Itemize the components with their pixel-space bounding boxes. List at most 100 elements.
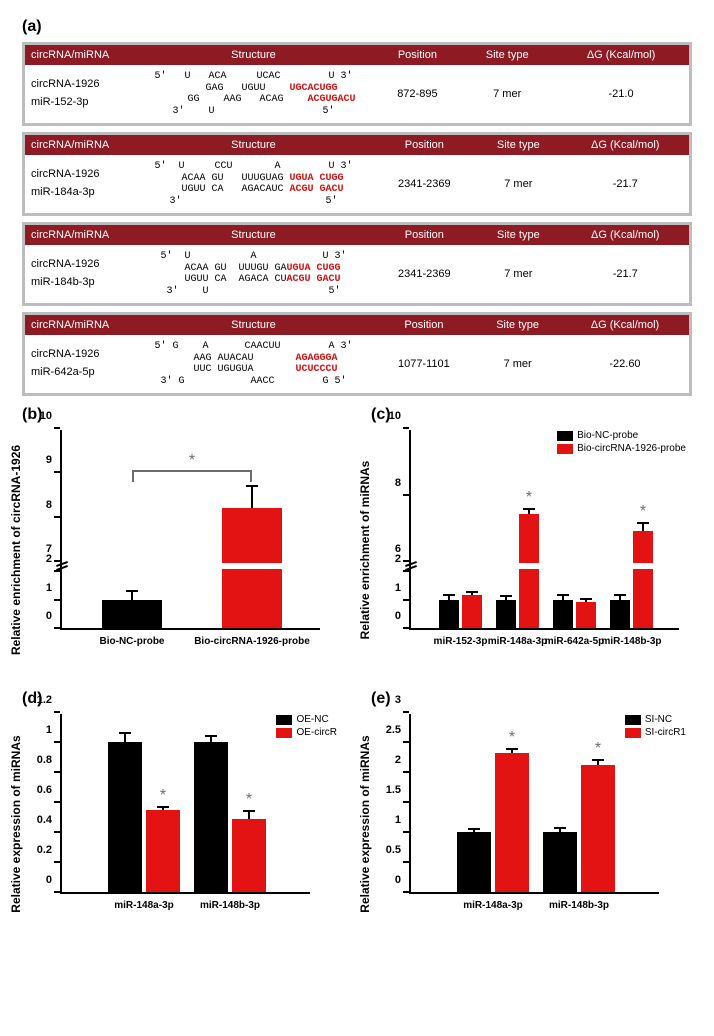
table-header: Structure [134, 44, 374, 66]
significance-star: * [189, 452, 195, 470]
ytick-label: 1.5 [381, 784, 401, 796]
xtick-label: miR-148b-3p [601, 636, 661, 647]
legend-swatch [276, 715, 292, 725]
binding-table: circRNA/miRNAStructurePositionSite typeΔ… [22, 222, 692, 306]
circrna-mirna-names: circRNA-1926miR-152-3p [24, 65, 134, 125]
panel-c-label: (c) [371, 406, 692, 424]
bar [102, 600, 162, 629]
y-axis-title: Relative enrichment of circRNA-1926 [9, 445, 23, 655]
panel-e-label: (e) [371, 690, 692, 708]
table-header: circRNA/miRNA [24, 314, 134, 336]
ytick-label: 0.4 [32, 814, 52, 826]
position-cell: 1077-1101 [374, 335, 475, 395]
panel-d-label: (d) [22, 690, 343, 708]
table-header: ΔG (Kcal/mol) [561, 134, 690, 156]
bar [462, 595, 482, 628]
ytick-label: 0.2 [32, 844, 52, 856]
ytick-label: 0.6 [32, 784, 52, 796]
table-header: Structure [134, 314, 374, 336]
table-header: Position [374, 134, 476, 156]
legend: OE-NCOE-circR [276, 714, 337, 740]
ytick-label: 1.2 [32, 694, 52, 706]
panel-a-label: (a) [22, 18, 692, 36]
significance-star: * [509, 729, 515, 747]
ytick-label: 6 [381, 543, 401, 555]
significance-star: * [640, 503, 646, 521]
legend-swatch [625, 715, 641, 725]
ytick-label: 0 [32, 874, 52, 886]
ytick-label: 7 [32, 543, 52, 555]
ytick-label: 3 [381, 694, 401, 706]
legend-label: OE-NC [296, 714, 328, 725]
position-cell: 2341-2369 [374, 155, 476, 215]
table-header: Position [374, 224, 476, 246]
bar [553, 600, 573, 629]
bar [543, 832, 577, 892]
significance-star: * [246, 791, 252, 809]
ytick-label: 1 [381, 814, 401, 826]
table-header: Structure [134, 134, 374, 156]
ytick-label: 1 [32, 582, 52, 594]
position-cell: 2341-2369 [374, 245, 476, 305]
ytick-label: 0 [381, 874, 401, 886]
circrna-mirna-names: circRNA-1926miR-184a-3p [24, 155, 134, 215]
circrna-mirna-names: circRNA-1926miR-642a-5p [24, 335, 134, 395]
circrna-mirna-names: circRNA-1926miR-184b-3p [24, 245, 134, 305]
xtick-label: Bio-circRNA-1926-probe [194, 636, 310, 647]
legend-label: SI-NC [645, 714, 672, 725]
bar [496, 600, 516, 629]
xtick-label: miR-148a-3p [114, 900, 173, 911]
dg-cell: -21.7 [561, 155, 690, 215]
bar [633, 531, 653, 628]
xtick-label: miR-148a-3p [488, 636, 547, 647]
ytick-label: 0 [32, 610, 52, 622]
legend-label: Bio-circRNA-1926-probe [577, 443, 686, 454]
legend: Bio-NC-probeBio-circRNA-1926-probe [557, 430, 686, 456]
panel-a-tables: circRNA/miRNAStructurePositionSite typeΔ… [22, 42, 692, 396]
table-header: ΔG (Kcal/mol) [561, 314, 691, 336]
dg-cell: -22.60 [561, 335, 691, 395]
structure-cell: 5' U A U 3' ACAA GU UUUGU GAUGUA CUGG UG… [134, 245, 374, 305]
y-axis-title: Relative enrichment of miRNAs [358, 461, 372, 640]
bar [610, 600, 630, 629]
xtick-label: miR-148b-3p [200, 900, 260, 911]
table-header: Site type [475, 224, 561, 246]
significance-star: * [160, 787, 166, 805]
structure-cell: 5' G A CAACUU A 3' AAG AUACAU AGAGGGA UU… [134, 335, 374, 395]
binding-table: circRNA/miRNAStructurePositionSite typeΔ… [22, 132, 692, 216]
bar [108, 742, 142, 892]
table-header: Structure [134, 224, 374, 246]
table-header: ΔG (Kcal/mol) [553, 44, 690, 66]
structure-cell: 5' U CCU A U 3' ACAA GU UUUGUAG UGUA CUG… [134, 155, 374, 215]
ytick-label: 9 [32, 454, 52, 466]
xtick-label: miR-148a-3p [463, 900, 522, 911]
ytick-label: 10 [381, 410, 401, 422]
bar [581, 765, 615, 892]
sitetype-cell: 7 mer [475, 245, 561, 305]
ytick-label: 8 [32, 499, 52, 511]
table-header: Site type [461, 44, 553, 66]
bar [146, 810, 180, 893]
table-header: ΔG (Kcal/mol) [561, 224, 690, 246]
binding-table: circRNA/miRNAStructurePositionSite typeΔ… [22, 312, 692, 396]
y-axis-title: Relative expression of miRNAs [358, 735, 372, 912]
bar [519, 514, 539, 628]
chart-c: Relative enrichment of miRNAs0126810miR-… [371, 430, 692, 670]
bar [576, 602, 596, 628]
dg-cell: -21.7 [561, 245, 690, 305]
table-header: Site type [474, 314, 561, 336]
chart-e: Relative expression of miRNAs00.511.522.… [371, 714, 692, 934]
legend-swatch [557, 444, 573, 454]
xtick-label: miR-152-3p [434, 636, 488, 647]
legend-label: SI-circR1 [645, 727, 686, 738]
legend-swatch [276, 728, 292, 738]
ytick-label: 0 [381, 610, 401, 622]
structure-cell: 5' U ACA UCAC U 3' GAG UGUU UGCACUGG GG … [134, 65, 374, 125]
bar [439, 600, 459, 629]
ytick-label: 8 [381, 477, 401, 489]
y-axis-title: Relative expression of miRNAs [9, 735, 23, 912]
sitetype-cell: 7 mer [474, 335, 561, 395]
ytick-label: 10 [32, 410, 52, 422]
legend: SI-NC SI-circR1 [625, 714, 686, 740]
sitetype-cell: 7 mer [461, 65, 553, 125]
